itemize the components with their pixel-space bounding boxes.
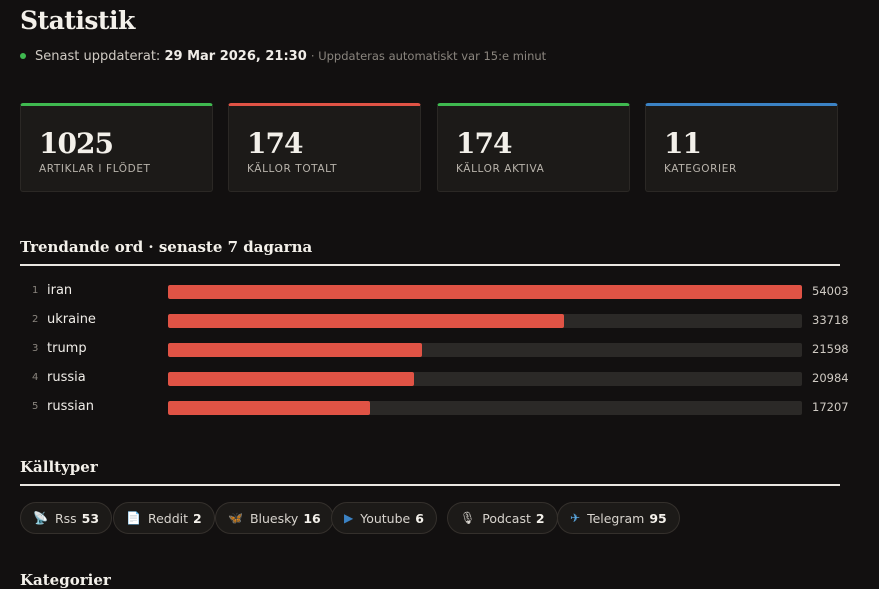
- stat-label: KATEGORIER: [664, 163, 737, 175]
- stat-card-sources-active: 174 KÄLLOR AKTIVA: [437, 103, 630, 192]
- chip-reddit[interactable]: 📄 Reddit 2: [113, 502, 215, 534]
- chip-label: Reddit: [147, 510, 189, 526]
- trend-row: 1 iran 54003: [20, 283, 850, 300]
- chip-label: Rss: [54, 510, 77, 526]
- trending-title: Trendande ord · senaste 7 dagarna: [20, 238, 840, 266]
- trend-count: 21598: [812, 342, 849, 356]
- stat-card-articles: 1025 ARTIKLAR I FLÖDET: [20, 103, 213, 192]
- satellite-dish-icon: 📡: [33, 511, 48, 525]
- trend-bar-fill: [168, 314, 564, 328]
- chip-count: 53: [81, 510, 100, 526]
- trend-bar-track: [168, 343, 802, 357]
- chip-count: 16: [303, 510, 321, 526]
- last-updated: Senast uppdaterat: 29 Mar 2026, 21:30 · …: [20, 49, 546, 64]
- stat-card-categories: 11 KATEGORIER: [645, 103, 838, 192]
- trend-bar-track: [168, 372, 802, 386]
- trend-word: ukraine: [47, 312, 96, 327]
- trend-count: 17207: [812, 400, 849, 414]
- page-title: Statistik: [20, 6, 135, 35]
- updated-prefix: Senast uppdaterat:: [35, 49, 161, 64]
- stat-value: 11: [664, 127, 702, 160]
- chip-youtube[interactable]: ▶ Youtube 6: [331, 502, 437, 534]
- chip-count: 2: [535, 510, 545, 526]
- chip-label: Telegram: [587, 510, 645, 526]
- trend-word: russia: [47, 370, 86, 385]
- chip-count: 2: [193, 510, 202, 526]
- stat-value: 1025: [39, 127, 114, 160]
- trend-bar-track: [168, 314, 802, 328]
- chip-telegram[interactable]: ✈ Telegram 95: [557, 502, 680, 534]
- chip-count: 95: [649, 510, 667, 526]
- trend-bar-fill: [168, 285, 802, 299]
- stat-label: KÄLLOR TOTALT: [247, 163, 338, 175]
- trend-rank: 2: [32, 314, 39, 325]
- stat-label: KÄLLOR AKTIVA: [456, 163, 545, 175]
- trend-bar-fill: [168, 372, 415, 386]
- trend-row: 4 russia 20984: [20, 370, 850, 387]
- source-types-title: Källtyper: [20, 458, 840, 486]
- stat-label: ARTIKLAR I FLÖDET: [39, 163, 151, 175]
- trend-bar-track: [168, 285, 802, 299]
- updated-note: · Uppdateras automatiskt var 15:e minut: [310, 49, 547, 63]
- trend-row: 5 russian 17207: [20, 399, 850, 416]
- status-dot-icon: [20, 52, 26, 59]
- trend-rank: 1: [32, 285, 39, 296]
- trend-rank: 4: [32, 372, 39, 383]
- stat-value: 174: [247, 127, 303, 160]
- document-icon: 📄: [126, 511, 141, 525]
- trend-word: russian: [47, 399, 94, 414]
- chip-count: 6: [415, 510, 424, 526]
- play-icon: ▶: [344, 511, 354, 525]
- stat-value: 174: [456, 127, 512, 160]
- trend-bar-fill: [168, 343, 422, 357]
- trend-count: 33718: [812, 313, 849, 327]
- chip-rss[interactable]: 📡 Rss 53: [20, 502, 113, 534]
- chip-label: Youtube: [360, 510, 411, 526]
- trend-count: 20984: [812, 371, 849, 385]
- trend-rank: 5: [32, 401, 39, 412]
- chip-label: Podcast: [482, 510, 531, 526]
- butterfly-icon: 🦋: [228, 511, 243, 525]
- airplane-icon: ✈: [570, 511, 581, 525]
- stat-card-sources-total: 174 KÄLLOR TOTALT: [228, 103, 421, 192]
- trend-word: trump: [47, 341, 87, 356]
- chip-label: Bluesky: [249, 510, 299, 526]
- chip-bluesky[interactable]: 🦋 Bluesky 16: [215, 502, 334, 534]
- categories-title: Kategorier: [20, 571, 111, 589]
- trend-count: 54003: [812, 284, 849, 298]
- trend-bar-track: [168, 401, 802, 415]
- microphone-icon: 🎙: [460, 511, 476, 525]
- chip-podcast[interactable]: 🎙 Podcast 2: [447, 502, 558, 534]
- updated-time: 29 Mar 2026, 21:30: [164, 49, 307, 64]
- trend-bar-fill: [168, 401, 370, 415]
- trend-rank: 3: [32, 343, 39, 354]
- trend-row: 3 trump 21598: [20, 341, 850, 358]
- trend-row: 2 ukraine 33718: [20, 312, 850, 329]
- trend-word: iran: [47, 283, 73, 298]
